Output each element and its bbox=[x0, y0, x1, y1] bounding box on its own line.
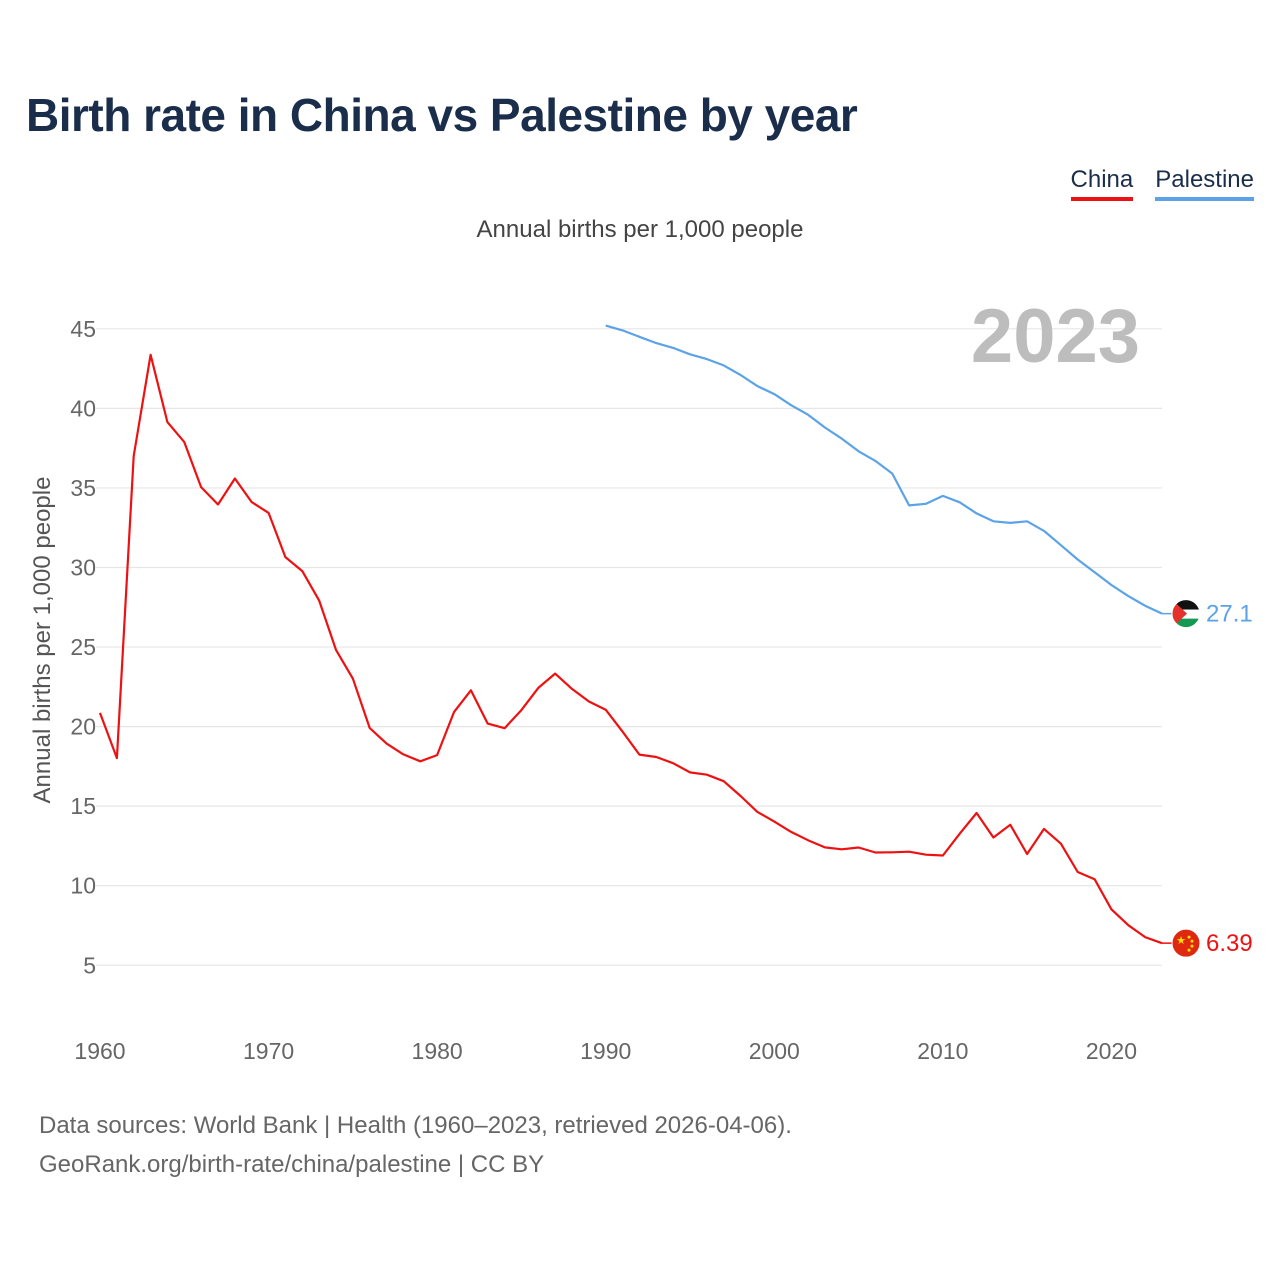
source-line-2: GeoRank.org/birth-rate/china/palestine |… bbox=[39, 1151, 545, 1178]
source-line-1: Data sources: World Bank | Health (1960–… bbox=[39, 1112, 792, 1139]
legend-item-palestine[interactable]: Palestine bbox=[1155, 166, 1254, 201]
legend: China Palestine bbox=[1070, 166, 1254, 201]
y-tick-label: 20 bbox=[70, 714, 96, 740]
x-tick-label: 1970 bbox=[243, 1038, 294, 1064]
y-tick-label: 25 bbox=[70, 634, 96, 660]
series-lines bbox=[98, 324, 1163, 945]
y-tick-label: 5 bbox=[83, 952, 96, 978]
series-line-palestine[interactable] bbox=[605, 324, 1163, 615]
y-axis-label: Annual births per 1,000 people bbox=[29, 477, 56, 804]
y-axis-tick-labels: 5 10 15 20 25 30 35 40 45 bbox=[70, 316, 96, 978]
year-badge: 2023 bbox=[971, 294, 1140, 379]
grid-lines bbox=[96, 328, 1162, 966]
series-line-china[interactable] bbox=[98, 353, 1163, 945]
x-tick-label: 2020 bbox=[1086, 1038, 1137, 1064]
series-end-markers: ★ 6.39 27.1 bbox=[1162, 599, 1253, 958]
chart-subtitle: Annual births per 1,000 people bbox=[476, 216, 804, 243]
x-tick-label: 1980 bbox=[412, 1038, 463, 1064]
x-tick-label: 2010 bbox=[917, 1038, 968, 1064]
chart-title: Birth rate in China vs Palestine by year bbox=[26, 89, 858, 141]
x-tick-label: 1990 bbox=[580, 1038, 631, 1064]
x-tick-label: 2000 bbox=[749, 1038, 800, 1064]
y-tick-label: 30 bbox=[70, 554, 96, 580]
y-tick-label: 45 bbox=[70, 316, 96, 342]
end-value-label-china: 6.39 bbox=[1206, 930, 1253, 957]
y-tick-label: 10 bbox=[70, 873, 96, 899]
y-tick-label: 35 bbox=[70, 475, 96, 501]
legend-item-china[interactable]: China bbox=[1070, 166, 1134, 201]
x-tick-label: 1960 bbox=[74, 1038, 125, 1064]
source-note: Data sources: World Bank | Health (1960–… bbox=[39, 1106, 792, 1184]
x-axis-tick-labels: 1960 1970 1980 1990 2000 2010 2020 bbox=[74, 1038, 1137, 1064]
china-flag-icon: ★ bbox=[1171, 928, 1201, 958]
svg-text:★: ★ bbox=[1176, 934, 1186, 947]
end-value-label-palestine: 27.1 bbox=[1206, 601, 1253, 628]
y-tick-label: 15 bbox=[70, 793, 96, 819]
y-tick-label: 40 bbox=[70, 395, 96, 421]
palestine-flag-icon bbox=[1171, 599, 1201, 629]
